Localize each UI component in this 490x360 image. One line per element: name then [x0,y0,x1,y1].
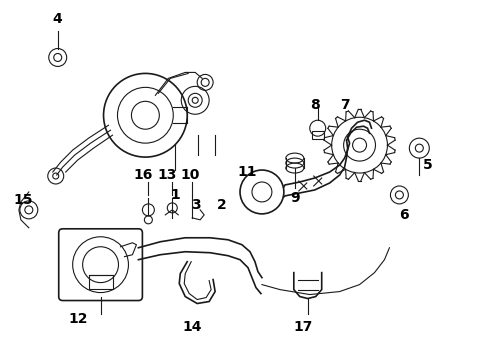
Text: 10: 10 [180,168,200,182]
Text: 16: 16 [134,168,153,182]
Text: 7: 7 [340,98,349,112]
Text: 9: 9 [290,191,299,205]
Text: 15: 15 [13,193,33,207]
Text: 4: 4 [53,12,63,26]
Text: 1: 1 [171,188,180,202]
Text: 11: 11 [237,165,257,179]
Bar [312,131,324,139]
Text: 2: 2 [217,198,227,212]
Text: 8: 8 [310,98,319,112]
Text: 13: 13 [158,168,177,182]
Text: 12: 12 [69,312,88,327]
Text: 14: 14 [182,320,202,334]
Text: 6: 6 [399,208,409,222]
Text: 17: 17 [293,320,313,334]
Text: 3: 3 [192,198,201,212]
Text: 5: 5 [422,158,432,172]
Bar [89,275,113,289]
